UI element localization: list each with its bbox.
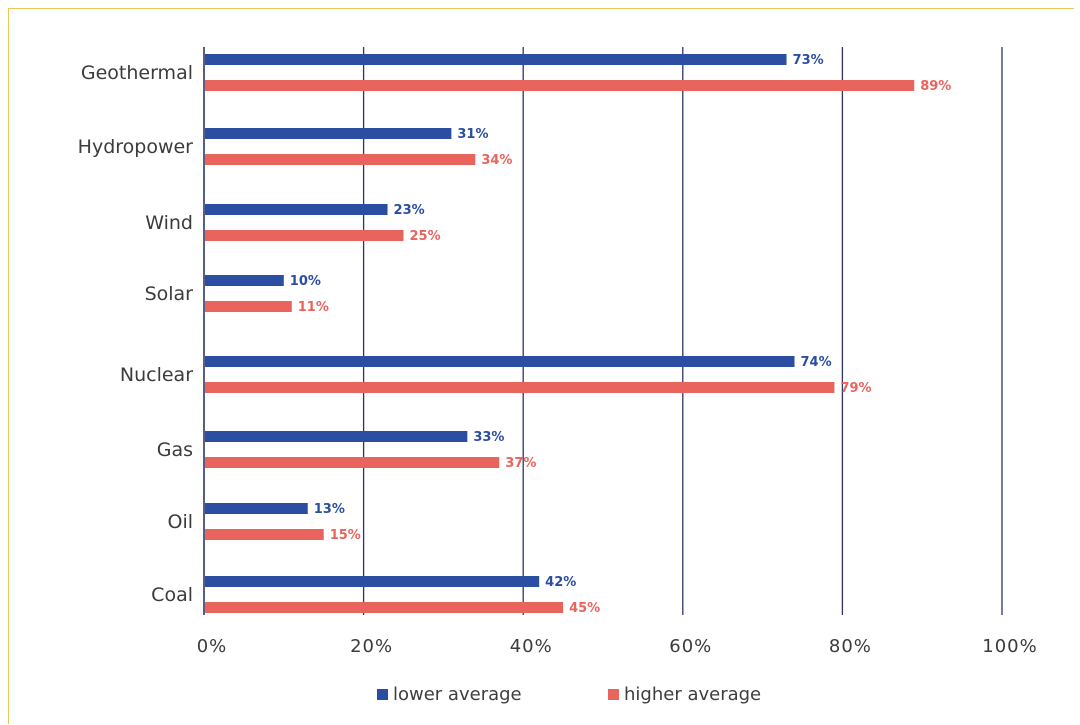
data-label: 74% [801,355,832,370]
data-label: 11% [298,300,329,315]
data-label: 45% [569,601,600,616]
data-label: 37% [505,456,536,471]
higher-average-bar [205,301,292,312]
lower-average-bar [205,128,452,139]
data-label: 23% [394,203,425,218]
category-label: Oil [167,511,193,533]
category-label: Gas [157,439,193,461]
x-tick-label: 20% [350,636,393,657]
data-label: 13% [314,502,345,517]
x-tick-label: 40% [510,636,553,657]
legend-label: lower average [393,684,522,705]
bars: 73% 89% 31% 34% 23% 25% 10% 11% 74% 79% 33%37% 13% 1… [205,53,951,616]
category-label: Solar [145,283,194,305]
category-label: Hydropower [78,136,194,158]
x-axis-ticks: 0% 20% 40% 60% 80% 100% [197,636,1037,657]
lower-average-bar [205,54,787,65]
legend: lower average higher average [377,684,761,705]
lower-average-bar [205,275,284,286]
data-label: 73% [793,53,824,68]
lower-average-bar [205,576,540,587]
lower-average-bar [205,431,468,442]
legend-label: higher average [624,684,761,705]
category-labels: Geothermal Hydropower Wind Solar Nuclear Gas O… [78,62,194,606]
gridlines [203,47,1003,615]
data-label: 42% [545,575,576,590]
x-tick-label: 0% [197,636,228,657]
higher-average-bar [205,230,404,241]
lower-average-bar [205,503,308,514]
data-label: 10% [290,274,321,289]
data-label: 79% [840,381,871,396]
higher-average-bar [205,529,324,540]
category-label: Coal [151,584,193,606]
data-label: 31% [457,127,488,142]
data-label: 25% [410,229,441,244]
data-label: 34% [481,153,512,168]
data-label: 89% [920,79,951,94]
data-label: 33% [473,430,504,445]
category-label: Nuclear [120,364,193,386]
higher-average-bar [205,154,476,165]
legend-swatch [377,689,388,700]
higher-average-bar [205,80,915,91]
lower-average-bar [205,356,795,367]
category-label: Geothermal [81,62,193,84]
higher-average-bar [205,382,835,393]
x-tick-label: 80% [829,636,872,657]
legend-swatch [608,689,619,700]
higher-average-bar [205,602,564,613]
higher-average-bar [205,457,500,468]
x-tick-label: 100% [982,636,1037,657]
category-label: Wind [145,212,193,234]
x-tick-label: 60% [669,636,712,657]
lower-average-bar [205,204,388,215]
data-label: 15% [330,528,361,543]
